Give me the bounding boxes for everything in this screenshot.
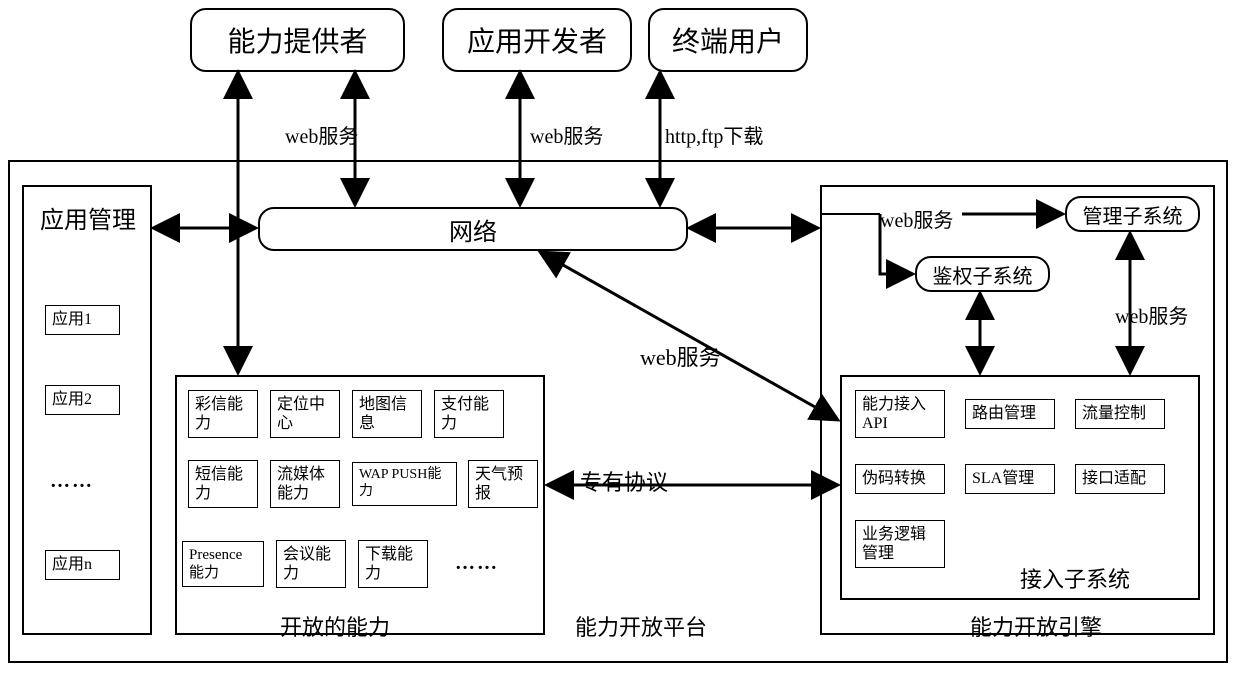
engine-web-label-1: web服务 (880, 204, 953, 233)
provider-label: 能力提供者 (227, 20, 367, 60)
cap-item-6: WAP PUSH能力 (352, 462, 457, 506)
cap-ellipsis: …… (455, 552, 499, 575)
http-ftp-label: http,ftp下载 (665, 120, 763, 149)
access-item-6: 业务逻辑管理 (855, 520, 945, 568)
web-diag-label: web服务 (640, 340, 721, 372)
enduser-label: 终端用户 (672, 20, 784, 60)
developer-node: 应用开发者 (442, 8, 632, 72)
app-ellipsis: …… (50, 470, 94, 493)
platform-title: 能力开放平台 (575, 610, 707, 642)
access-item-5: 接口适配 (1075, 464, 1165, 493)
enduser-node: 终端用户 (648, 8, 808, 72)
app-item-2: 应用2 (45, 385, 120, 414)
provider-node: 能力提供者 (190, 8, 405, 72)
web-service-label-2: web服务 (530, 120, 603, 149)
engine-web-label-2: web服务 (1115, 300, 1188, 329)
auth-subsys-node: 鉴权子系统 (915, 256, 1050, 292)
cap-item-4: 短信能力 (188, 460, 258, 508)
cap-item-9: 会议能力 (276, 540, 346, 588)
access-item-3: 伪码转换 (855, 464, 945, 493)
cap-item-0: 彩信能力 (188, 390, 258, 438)
cap-item-8: Presence能力 (182, 541, 264, 587)
network-label: 网络 (449, 212, 497, 247)
app-item-1: 应用1 (45, 305, 120, 334)
mgmt-subsys-node: 管理子系统 (1065, 196, 1200, 232)
cap-item-5: 流媒体能力 (270, 460, 340, 508)
cap-item-10: 下载能力 (358, 540, 428, 588)
open-cap-title: 开放的能力 (280, 610, 390, 642)
app-mgmt-title: 应用管理 (40, 200, 136, 235)
developer-label: 应用开发者 (467, 20, 607, 60)
network-node: 网络 (258, 207, 688, 251)
access-item-1: 路由管理 (965, 399, 1055, 428)
access-item-4: SLA管理 (965, 464, 1055, 493)
access-item-0: 能力接入API (855, 390, 945, 438)
access-item-2: 流量控制 (1075, 399, 1165, 428)
cap-item-7: 天气预报 (468, 460, 538, 508)
cap-item-1: 定位中心 (270, 390, 340, 438)
engine-title: 能力开放引擎 (970, 610, 1102, 642)
cap-item-3: 支付能力 (434, 390, 504, 438)
app-item-n: 应用n (45, 550, 120, 579)
web-service-label-1: web服务 (285, 120, 358, 149)
auth-subsys-label: 鉴权子系统 (933, 260, 1033, 289)
mgmt-subsys-label: 管理子系统 (1083, 200, 1183, 229)
proprietary-label: 专有协议 (580, 465, 668, 497)
cap-item-2: 地图信息 (352, 390, 422, 438)
access-subsys-title: 接入子系统 (1020, 562, 1130, 594)
